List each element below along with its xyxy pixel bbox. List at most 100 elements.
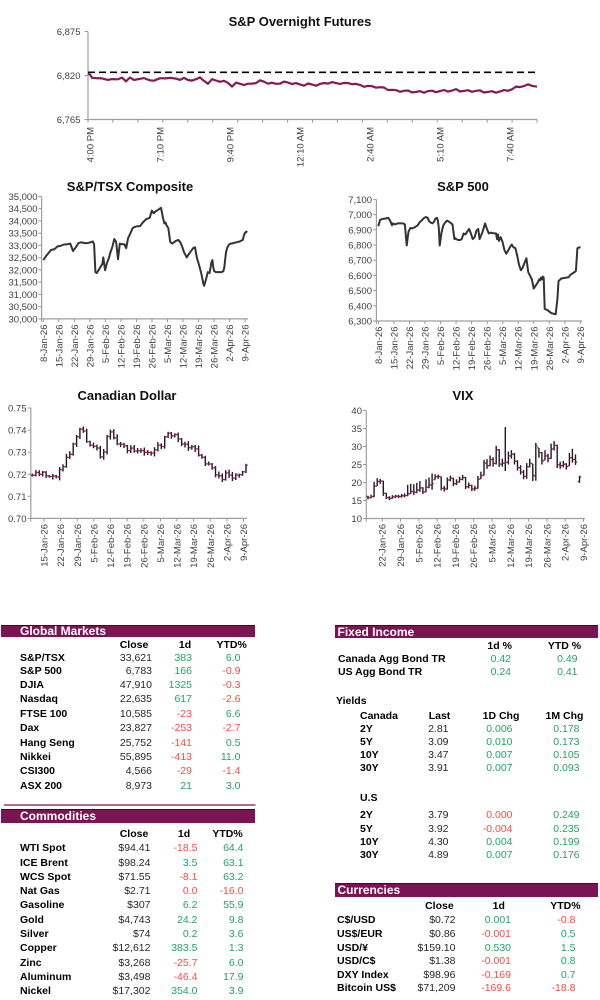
svg-text:35: 35 xyxy=(351,424,362,435)
svg-text:6,875: 6,875 xyxy=(57,27,81,38)
svg-text:7,000: 7,000 xyxy=(348,210,372,221)
svg-text:32,000: 32,000 xyxy=(8,265,37,276)
svg-text:2:40 AM: 2:40 AM xyxy=(366,127,377,162)
svg-text:12-Mar-26: 12-Mar-26 xyxy=(173,524,184,568)
svg-text:19-Mar-26: 19-Mar-26 xyxy=(529,327,540,371)
svg-text:19-Mar-26: 19-Mar-26 xyxy=(524,524,535,568)
svg-text:0.71: 0.71 xyxy=(8,492,27,503)
svg-text:5-Mar-26: 5-Mar-26 xyxy=(498,327,509,366)
svg-text:29-Jan-26: 29-Jan-26 xyxy=(396,524,407,567)
svg-text:33,000: 33,000 xyxy=(8,241,37,252)
svg-text:2-Apr-26: 2-Apr-26 xyxy=(561,524,572,561)
svg-text:0.75: 0.75 xyxy=(8,404,27,415)
svg-text:6,820: 6,820 xyxy=(57,71,81,82)
svg-text:7:10 PM: 7:10 PM xyxy=(156,127,167,162)
svg-text:34,000: 34,000 xyxy=(8,216,37,227)
svg-text:19-Feb-26: 19-Feb-26 xyxy=(132,325,143,369)
svg-text:VIX: VIX xyxy=(453,388,474,403)
svg-text:6,700: 6,700 xyxy=(348,256,372,267)
svg-text:22-Jan-26: 22-Jan-26 xyxy=(378,524,389,567)
svg-text:22-Jan-26: 22-Jan-26 xyxy=(70,325,81,368)
svg-text:31,000: 31,000 xyxy=(8,290,37,301)
svg-text:9-Apr-26: 9-Apr-26 xyxy=(579,524,590,561)
svg-text:26-Feb-26: 26-Feb-26 xyxy=(148,325,159,369)
svg-text:2-Apr-26: 2-Apr-26 xyxy=(560,327,571,364)
svg-text:12-Mar-26: 12-Mar-26 xyxy=(514,327,525,371)
svg-text:19-Feb-26: 19-Feb-26 xyxy=(451,524,462,568)
svg-text:10: 10 xyxy=(351,514,362,525)
svg-text:34,500: 34,500 xyxy=(8,204,37,215)
svg-text:6,800: 6,800 xyxy=(348,241,372,252)
svg-text:15-Jan-26: 15-Jan-26 xyxy=(54,325,65,368)
svg-text:5-Feb-26: 5-Feb-26 xyxy=(414,524,425,563)
svg-text:26-Mar-26: 26-Mar-26 xyxy=(542,524,553,568)
svg-text:19-Mar-26: 19-Mar-26 xyxy=(189,524,200,568)
svg-text:15: 15 xyxy=(351,496,362,507)
svg-text:5:10 AM: 5:10 AM xyxy=(436,127,447,162)
svg-text:9:40 PM: 9:40 PM xyxy=(226,127,237,162)
svg-text:12-Feb-26: 12-Feb-26 xyxy=(106,524,117,568)
svg-text:40: 40 xyxy=(351,406,362,417)
svg-text:5-Mar-26: 5-Mar-26 xyxy=(163,325,174,364)
svg-text:0.73: 0.73 xyxy=(8,448,27,459)
svg-text:7,100: 7,100 xyxy=(348,195,372,206)
svg-text:9-Apr-26: 9-Apr-26 xyxy=(241,325,252,362)
svg-text:5-Mar-26: 5-Mar-26 xyxy=(156,524,167,563)
svg-text:8-Jan-26: 8-Jan-26 xyxy=(374,327,385,365)
svg-text:33,500: 33,500 xyxy=(8,229,37,240)
svg-text:5-Feb-26: 5-Feb-26 xyxy=(101,325,112,364)
svg-text:Canadian Dollar: Canadian Dollar xyxy=(78,388,177,403)
svg-text:22-Jan-26: 22-Jan-26 xyxy=(405,327,416,370)
svg-text:30: 30 xyxy=(351,442,362,453)
svg-text:0.74: 0.74 xyxy=(8,426,27,437)
svg-text:12-Feb-26: 12-Feb-26 xyxy=(452,327,463,371)
svg-text:12-Mar-26: 12-Mar-26 xyxy=(506,524,517,568)
svg-text:19-Feb-26: 19-Feb-26 xyxy=(467,327,478,371)
svg-text:15-Jan-26: 15-Jan-26 xyxy=(389,327,400,370)
svg-text:31,500: 31,500 xyxy=(8,278,37,289)
svg-text:7:40 AM: 7:40 AM xyxy=(506,127,517,162)
svg-text:26-Mar-26: 26-Mar-26 xyxy=(210,325,221,369)
svg-text:26-Mar-26: 26-Mar-26 xyxy=(545,327,556,371)
svg-text:26-Feb-26: 26-Feb-26 xyxy=(139,524,150,568)
svg-text:6,600: 6,600 xyxy=(348,271,372,282)
svg-text:20: 20 xyxy=(351,478,362,489)
svg-text:12-Feb-26: 12-Feb-26 xyxy=(116,325,127,369)
svg-text:0.72: 0.72 xyxy=(8,470,27,481)
svg-text:4:00 PM: 4:00 PM xyxy=(86,127,97,162)
svg-text:15-Jan-26: 15-Jan-26 xyxy=(40,524,51,567)
svg-text:0.70: 0.70 xyxy=(8,514,27,525)
svg-text:25: 25 xyxy=(351,460,362,471)
svg-text:29-Jan-26: 29-Jan-26 xyxy=(73,524,84,567)
svg-text:6,765: 6,765 xyxy=(57,115,81,126)
svg-text:29-Jan-26: 29-Jan-26 xyxy=(421,327,432,370)
svg-text:26-Mar-26: 26-Mar-26 xyxy=(206,524,217,568)
svg-text:12-Feb-26: 12-Feb-26 xyxy=(433,524,444,568)
svg-text:26-Feb-26: 26-Feb-26 xyxy=(469,524,480,568)
svg-text:22-Jan-26: 22-Jan-26 xyxy=(56,524,67,567)
svg-text:9-Apr-26: 9-Apr-26 xyxy=(576,327,587,364)
svg-text:8-Jan-26: 8-Jan-26 xyxy=(39,325,50,363)
svg-text:5-Feb-26: 5-Feb-26 xyxy=(89,524,100,563)
svg-text:19-Feb-26: 19-Feb-26 xyxy=(123,524,134,568)
svg-text:19-Mar-26: 19-Mar-26 xyxy=(194,325,205,369)
svg-text:2-Apr-26: 2-Apr-26 xyxy=(225,325,236,362)
svg-text:12-Mar-26: 12-Mar-26 xyxy=(179,325,190,369)
svg-text:6,400: 6,400 xyxy=(348,301,372,312)
svg-text:30,500: 30,500 xyxy=(8,302,37,313)
svg-text:6,500: 6,500 xyxy=(348,286,372,297)
svg-text:32,500: 32,500 xyxy=(8,253,37,264)
svg-text:26-Feb-26: 26-Feb-26 xyxy=(483,327,494,371)
svg-text:2-Apr-26: 2-Apr-26 xyxy=(222,524,233,561)
svg-text:9-Apr-26: 9-Apr-26 xyxy=(239,524,250,561)
svg-text:S&P Overnight Futures: S&P Overnight Futures xyxy=(229,14,372,29)
svg-text:29-Jan-26: 29-Jan-26 xyxy=(85,325,96,368)
svg-text:35,000: 35,000 xyxy=(8,192,37,203)
svg-text:5-Mar-26: 5-Mar-26 xyxy=(488,524,499,563)
svg-text:12:10 AM: 12:10 AM xyxy=(296,127,307,167)
svg-text:6,300: 6,300 xyxy=(348,317,372,328)
svg-text:6,900: 6,900 xyxy=(348,225,372,236)
svg-text:30,000: 30,000 xyxy=(8,314,37,325)
svg-text:S&P/TSX Composite: S&P/TSX Composite xyxy=(67,179,193,194)
svg-text:5-Feb-26: 5-Feb-26 xyxy=(436,327,447,366)
